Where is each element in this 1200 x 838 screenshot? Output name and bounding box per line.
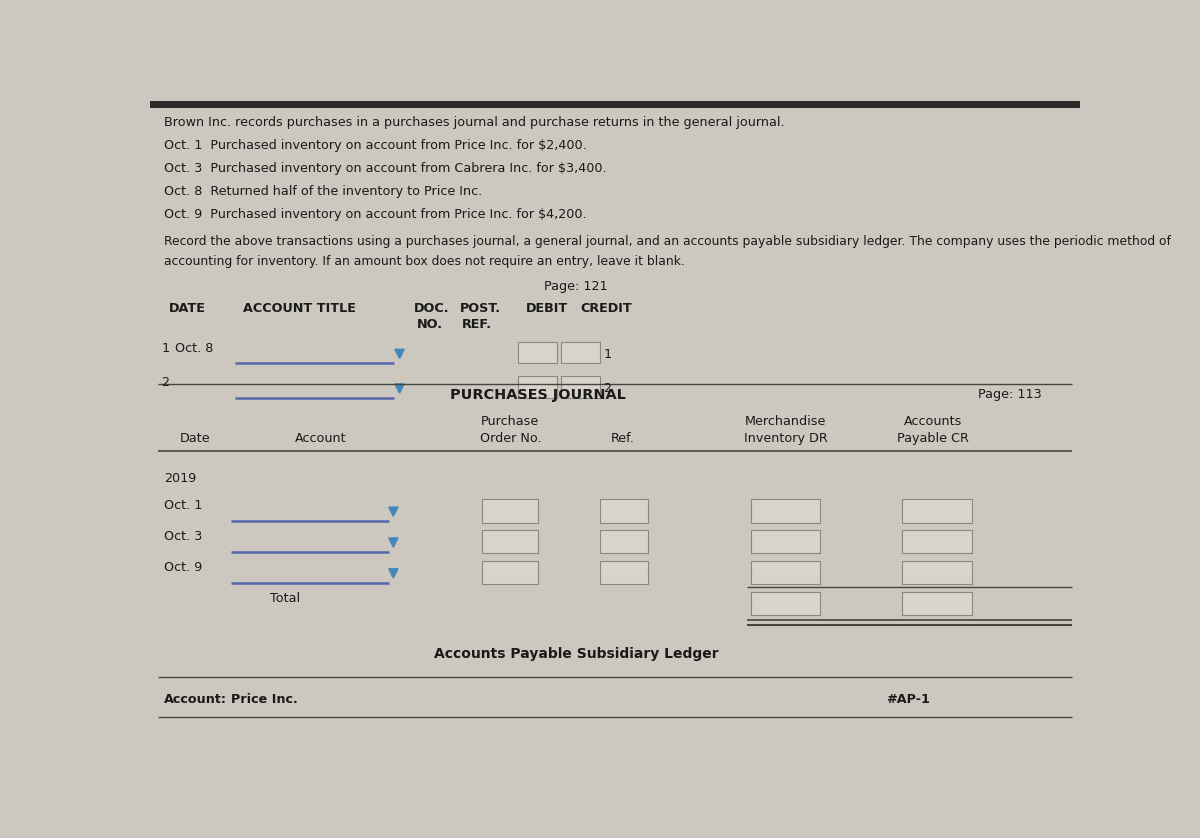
FancyBboxPatch shape — [518, 342, 557, 363]
Text: Oct. 9: Oct. 9 — [164, 561, 202, 574]
Text: NO.: NO. — [418, 318, 443, 332]
FancyBboxPatch shape — [600, 530, 648, 553]
FancyBboxPatch shape — [901, 530, 972, 553]
Text: POST.: POST. — [460, 302, 502, 314]
FancyBboxPatch shape — [560, 342, 600, 363]
Bar — [150, 101, 1080, 108]
Text: Accounts Payable Subsidiary Ledger: Accounts Payable Subsidiary Ledger — [434, 647, 719, 661]
Text: ACCOUNT TITLE: ACCOUNT TITLE — [242, 302, 356, 314]
Polygon shape — [395, 349, 404, 359]
FancyBboxPatch shape — [560, 376, 600, 398]
Text: REF.: REF. — [462, 318, 492, 332]
Text: Accounts: Accounts — [904, 415, 962, 427]
FancyBboxPatch shape — [518, 376, 557, 398]
Text: PURCHASES JOURNAL: PURCHASES JOURNAL — [450, 388, 625, 401]
Text: Merchandise: Merchandise — [745, 415, 826, 427]
Text: Ref.: Ref. — [611, 432, 635, 445]
FancyBboxPatch shape — [901, 561, 972, 584]
Text: Brown Inc. records purchases in a purchases journal and purchase returns in the : Brown Inc. records purchases in a purcha… — [164, 116, 785, 129]
Text: Date: Date — [180, 432, 210, 445]
Polygon shape — [389, 538, 398, 547]
Text: Oct. 9  Purchased inventory on account from Price Inc. for $4,200.: Oct. 9 Purchased inventory on account fr… — [164, 209, 587, 221]
Polygon shape — [389, 569, 398, 578]
FancyBboxPatch shape — [600, 561, 648, 584]
FancyBboxPatch shape — [901, 592, 972, 615]
Text: Oct. 8: Oct. 8 — [175, 342, 214, 354]
Text: Oct. 3: Oct. 3 — [164, 530, 203, 543]
FancyBboxPatch shape — [482, 561, 539, 584]
Text: Purchase: Purchase — [481, 415, 540, 427]
Text: #AP-1: #AP-1 — [887, 694, 930, 706]
FancyBboxPatch shape — [751, 499, 821, 523]
Text: 2019: 2019 — [164, 473, 197, 485]
Text: accounting for inventory. If an amount box does not require an entry, leave it b: accounting for inventory. If an amount b… — [164, 255, 685, 267]
Text: Oct. 1: Oct. 1 — [164, 499, 203, 512]
Polygon shape — [389, 507, 398, 516]
Text: 2: 2 — [604, 382, 611, 396]
FancyBboxPatch shape — [901, 499, 972, 523]
FancyBboxPatch shape — [482, 530, 539, 553]
Text: 1: 1 — [162, 342, 169, 354]
FancyBboxPatch shape — [751, 592, 821, 615]
Text: Oct. 3  Purchased inventory on account from Cabrera Inc. for $3,400.: Oct. 3 Purchased inventory on account fr… — [164, 163, 606, 175]
Text: DEBIT: DEBIT — [526, 302, 568, 314]
Text: 2: 2 — [162, 376, 169, 389]
Text: Oct. 8  Returned half of the inventory to Price Inc.: Oct. 8 Returned half of the inventory to… — [164, 185, 482, 199]
Text: DATE: DATE — [169, 302, 206, 314]
Text: Price Inc.: Price Inc. — [232, 694, 298, 706]
Text: Page: 121: Page: 121 — [545, 280, 608, 293]
Text: Oct. 1  Purchased inventory on account from Price Inc. for $2,400.: Oct. 1 Purchased inventory on account fr… — [164, 139, 587, 152]
FancyBboxPatch shape — [751, 530, 821, 553]
Text: CREDIT: CREDIT — [580, 302, 632, 314]
Text: Inventory DR: Inventory DR — [744, 432, 827, 445]
FancyBboxPatch shape — [482, 499, 539, 523]
FancyBboxPatch shape — [600, 499, 648, 523]
Text: Account: Account — [295, 432, 347, 445]
Text: Total: Total — [270, 592, 300, 605]
Text: Account:: Account: — [164, 694, 227, 706]
Text: Order No.: Order No. — [480, 432, 541, 445]
Text: 1: 1 — [604, 348, 612, 360]
FancyBboxPatch shape — [751, 561, 821, 584]
Polygon shape — [395, 384, 404, 393]
Text: DOC.: DOC. — [414, 302, 449, 314]
Text: Payable CR: Payable CR — [896, 432, 968, 445]
Text: Page: 113: Page: 113 — [978, 388, 1042, 401]
Text: Record the above transactions using a purchases journal, a general journal, and : Record the above transactions using a pu… — [164, 235, 1171, 248]
